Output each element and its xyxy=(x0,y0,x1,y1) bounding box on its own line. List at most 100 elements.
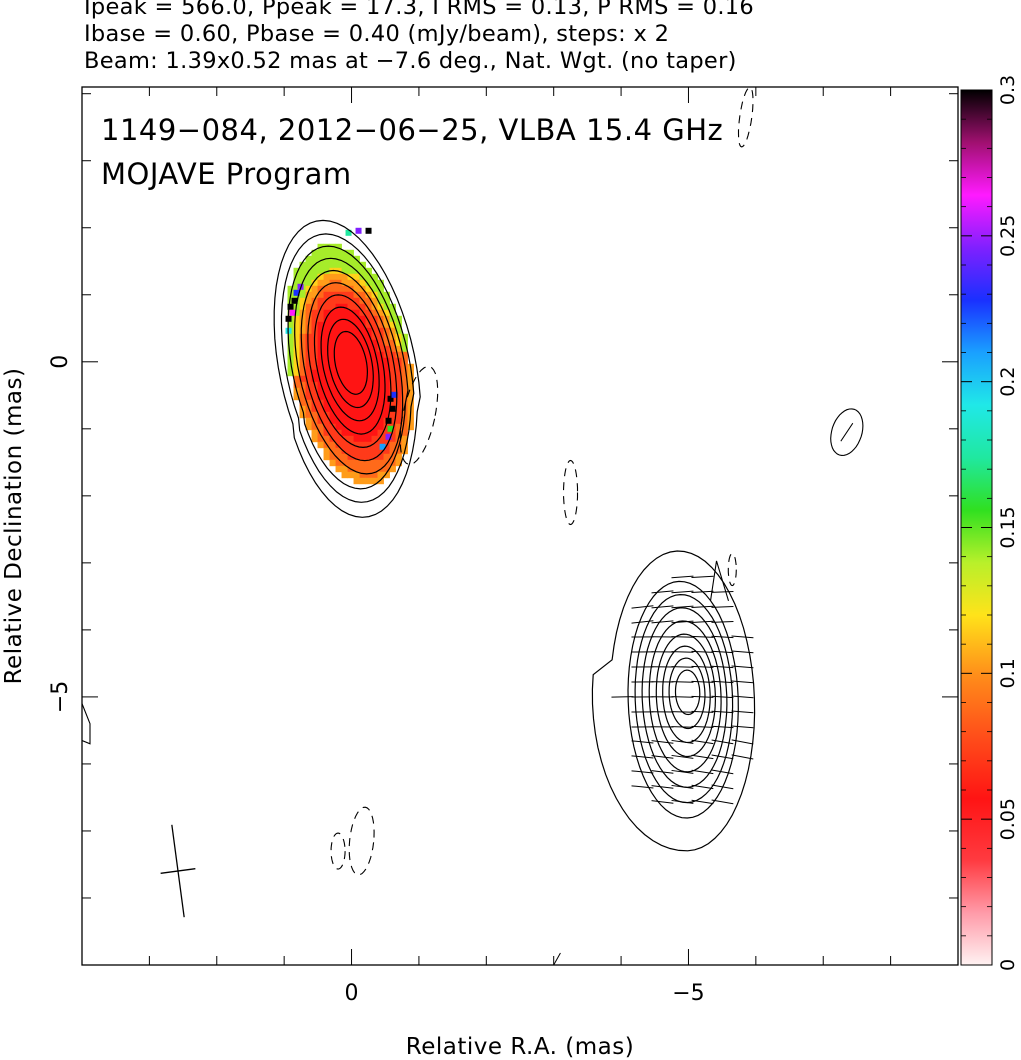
pol-pixel xyxy=(291,297,298,304)
pol-pixel xyxy=(347,303,354,311)
pol-pixel xyxy=(359,267,366,275)
contour-line xyxy=(641,607,728,788)
pol-pixel xyxy=(407,387,414,395)
pol-pixel xyxy=(353,297,360,305)
pol-pixel xyxy=(395,381,402,389)
pol-pixel xyxy=(299,273,306,281)
pol-pixel xyxy=(293,289,300,296)
pol-pixel xyxy=(335,381,342,389)
pol-pixel xyxy=(341,297,348,305)
colorbar-tick-label: 0.2 xyxy=(997,367,1019,397)
pol-pixel xyxy=(341,309,348,317)
contour-line xyxy=(313,294,386,435)
pol-pixel xyxy=(353,447,360,455)
pol-pixel xyxy=(365,327,372,335)
pol-pixel xyxy=(311,423,318,431)
pol-pixel xyxy=(335,411,342,419)
evpa-tick xyxy=(631,740,654,744)
negative-contours xyxy=(330,87,754,876)
pol-pixel xyxy=(359,417,366,425)
pol-pixel xyxy=(359,423,366,431)
pol-pixel xyxy=(317,279,324,287)
pol-pixel xyxy=(329,423,336,431)
pol-pixel xyxy=(383,345,390,353)
pol-pixel xyxy=(359,435,366,443)
pol-pixel xyxy=(347,411,354,419)
pol-pixel xyxy=(323,387,330,395)
evpa-tick xyxy=(651,605,674,609)
pol-pixel xyxy=(335,315,342,323)
x-axis-label: Relative R.A. (mas) xyxy=(406,1034,634,1060)
pol-pixel xyxy=(317,423,324,431)
pol-pixel xyxy=(299,393,306,401)
pol-pixel xyxy=(359,261,366,269)
pol-pixel xyxy=(377,477,384,485)
pol-pixel xyxy=(347,399,354,407)
pol-pixel xyxy=(365,429,372,437)
pol-pixel xyxy=(353,339,360,347)
pol-pixel xyxy=(401,423,408,431)
pol-pixel xyxy=(329,429,336,437)
pol-pixel xyxy=(377,279,384,287)
contour-line xyxy=(287,245,409,490)
pol-pixel xyxy=(353,453,360,461)
pol-pixel xyxy=(389,375,396,383)
pol-pixel xyxy=(323,243,330,251)
colorbar-tick-label: 0.05 xyxy=(997,798,1019,840)
pol-pixel xyxy=(335,243,342,251)
pol-pixel xyxy=(371,309,378,317)
pol-pixel xyxy=(365,333,372,341)
pol-pixel xyxy=(383,393,390,401)
pol-pixel xyxy=(377,435,384,443)
pol-pixel xyxy=(335,333,342,341)
pol-pixel xyxy=(377,471,384,479)
y-tick-label: 0 xyxy=(48,355,73,369)
contour-line xyxy=(662,645,711,744)
colorbar-tick-label: 0.3 xyxy=(997,75,1019,105)
pol-pixel xyxy=(377,381,384,389)
evpa-tick xyxy=(691,635,714,638)
pol-pixel xyxy=(329,327,336,335)
pol-pixel xyxy=(353,465,360,473)
pol-pixel xyxy=(341,327,348,335)
pol-pixel xyxy=(317,267,324,275)
pol-pixel xyxy=(353,285,360,293)
pol-pixel xyxy=(305,399,312,407)
pol-pixel xyxy=(335,453,342,461)
pol-pixel xyxy=(317,357,324,365)
pol-pixel xyxy=(323,375,330,383)
pol-pixel xyxy=(341,387,348,395)
pol-pixel xyxy=(317,273,324,281)
pol-pixel xyxy=(311,399,318,407)
pol-pixel xyxy=(365,411,372,419)
pol-pixel xyxy=(341,405,348,413)
pol-pixel xyxy=(311,387,318,395)
pol-pixel xyxy=(287,321,294,329)
pol-pixel xyxy=(377,363,384,371)
evpa-tick xyxy=(731,665,754,669)
evpa-tick xyxy=(731,754,754,760)
pol-pixel xyxy=(289,309,296,316)
contour-line xyxy=(709,560,730,602)
pol-pixel xyxy=(383,369,390,377)
pol-pixel xyxy=(323,291,330,299)
negative-contour xyxy=(348,806,375,876)
pol-pixel xyxy=(385,417,392,424)
pol-pixel xyxy=(383,453,390,461)
contour-line xyxy=(294,257,404,475)
pol-pixel xyxy=(389,321,396,329)
pol-pixel xyxy=(383,327,390,335)
pol-pixel xyxy=(353,255,360,263)
pol-pixel xyxy=(359,441,366,449)
pol-pixel xyxy=(293,267,300,275)
pol-pixel xyxy=(347,315,354,323)
pol-pixel xyxy=(305,261,312,269)
evpa-tick xyxy=(711,650,734,654)
evpa-tick xyxy=(731,695,754,699)
pol-pixel xyxy=(377,285,384,293)
pol-pixel xyxy=(293,285,300,293)
pol-pixel xyxy=(329,333,336,341)
pol-pixel xyxy=(371,441,378,449)
evpa-tick xyxy=(691,784,714,790)
pol-pixel xyxy=(341,351,348,359)
